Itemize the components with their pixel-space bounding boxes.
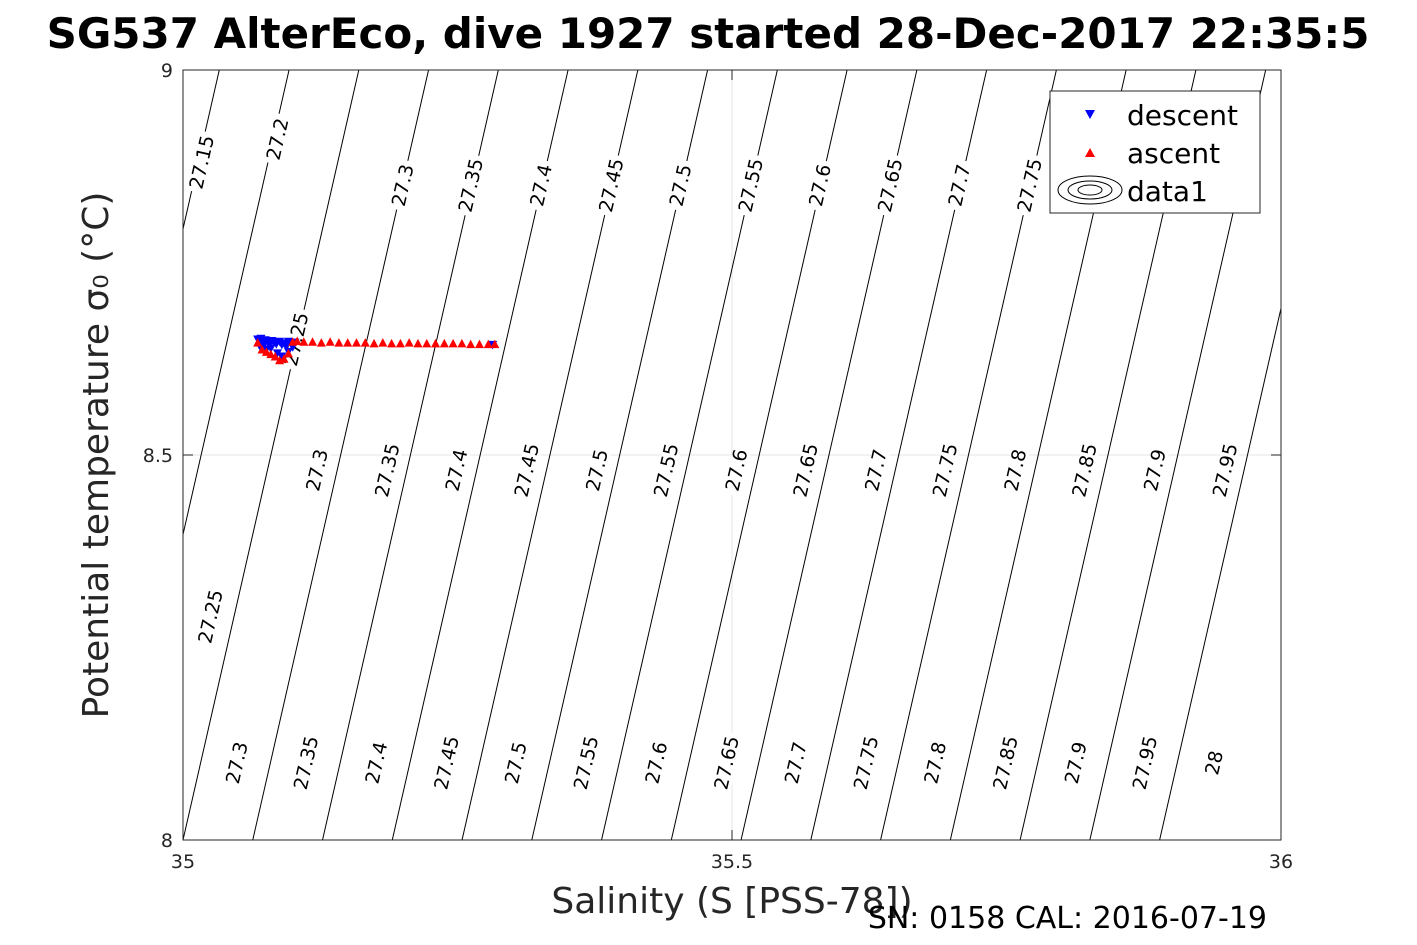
contour-label-mask bbox=[782, 736, 812, 790]
contour-label-mask bbox=[851, 731, 883, 795]
ascent-point bbox=[292, 336, 302, 346]
x-tick-label: 35 bbox=[171, 851, 195, 873]
contour-label-mask bbox=[736, 153, 768, 218]
contour-label-mask bbox=[443, 444, 472, 497]
contour-label: 28 bbox=[1201, 749, 1228, 777]
contour-label-mask bbox=[806, 159, 836, 212]
contour-label-mask bbox=[512, 438, 544, 503]
ascent-point bbox=[490, 339, 500, 349]
legend-descent-label: descent bbox=[1127, 99, 1238, 132]
contour-label-mask bbox=[651, 438, 683, 503]
contour-label-mask bbox=[946, 159, 975, 212]
ascent-point bbox=[474, 339, 484, 349]
descent-point bbox=[272, 349, 282, 358]
y-tick-label: 8.5 bbox=[143, 445, 173, 467]
ascent-point bbox=[279, 354, 289, 363]
contour-label-mask bbox=[502, 736, 532, 790]
ascent-point bbox=[369, 338, 379, 348]
contour-label-mask bbox=[303, 444, 333, 497]
contour-label-mask bbox=[667, 159, 696, 212]
ascent-point bbox=[422, 338, 432, 348]
contour-label-mask bbox=[930, 438, 962, 503]
contour-label-mask bbox=[195, 584, 228, 649]
ascent-point bbox=[360, 338, 370, 347]
ascent-point bbox=[308, 337, 318, 346]
contour-label-mask bbox=[1203, 747, 1228, 779]
contour-label-mask bbox=[363, 736, 392, 790]
serial-calibration-footer: SN: 0158 CAL: 2016-07-19 bbox=[868, 901, 1267, 936]
contour-label-mask bbox=[723, 444, 752, 497]
legend-ascent-marker bbox=[1085, 148, 1095, 157]
contour-label-mask bbox=[990, 731, 1023, 795]
ascent-point bbox=[483, 339, 493, 349]
ascent-point bbox=[457, 338, 467, 348]
contour-label-mask bbox=[642, 736, 672, 790]
ascent-point bbox=[283, 348, 293, 358]
ascent-point bbox=[343, 338, 353, 347]
isopycnal-27.3 bbox=[183, 70, 360, 840]
contour-label-mask bbox=[1015, 153, 1047, 218]
y-tick-label: 8 bbox=[161, 830, 173, 852]
contour-label-mask bbox=[223, 736, 253, 790]
legend-data1-contour-marker bbox=[1057, 175, 1123, 205]
contour-label-mask bbox=[291, 731, 323, 795]
ascent-point bbox=[395, 338, 405, 348]
x-axis-label: Salinity (S [PSS-78]) bbox=[551, 881, 912, 922]
contour-label-mask bbox=[456, 153, 488, 218]
ascent-point bbox=[378, 338, 388, 347]
ascent-point bbox=[439, 338, 449, 348]
legend-descent-marker bbox=[1085, 110, 1095, 119]
ascent-point bbox=[253, 338, 263, 347]
y-axis-label: Potential temperature σ₀ (°C) bbox=[76, 192, 117, 719]
ascent-point bbox=[316, 338, 326, 347]
contour-label-mask bbox=[1210, 438, 1242, 503]
legend-data1-label: data1 bbox=[1127, 175, 1208, 208]
contour-label-mask bbox=[389, 159, 419, 212]
ascent-point bbox=[325, 337, 335, 346]
contour-label-mask bbox=[1002, 444, 1031, 497]
contour-label-mask bbox=[187, 130, 219, 195]
contour-label-mask bbox=[791, 438, 823, 503]
ascent-point bbox=[334, 338, 344, 347]
contour-label-mask bbox=[875, 153, 907, 218]
contour-label-mask bbox=[1062, 736, 1092, 790]
ascent-point bbox=[431, 338, 441, 348]
data-series bbox=[253, 334, 500, 365]
contour-label-mask bbox=[921, 736, 951, 790]
contour-label-mask bbox=[372, 438, 404, 503]
ascent-point bbox=[404, 338, 414, 347]
isopycnal-27.25 bbox=[183, 70, 290, 537]
ascent-point bbox=[299, 337, 309, 346]
legend-box bbox=[1049, 90, 1261, 214]
contour-label-mask bbox=[571, 731, 603, 795]
ascent-point bbox=[351, 338, 361, 347]
ascent-point bbox=[387, 338, 397, 348]
ascent-point bbox=[448, 338, 458, 348]
isopycnal-27.2 bbox=[183, 70, 220, 232]
ascent-point bbox=[413, 338, 423, 348]
chart-title: SG537 AlterEco, dive 1927 started 28-Dec… bbox=[47, 9, 1370, 58]
legend: descent ascent data1 bbox=[1049, 90, 1261, 214]
contour-label-mask bbox=[1130, 731, 1162, 795]
ascent-point bbox=[270, 351, 280, 361]
contour-label-mask bbox=[264, 112, 293, 166]
contour-label-mask bbox=[1141, 444, 1171, 497]
contour-label-mask bbox=[583, 444, 613, 497]
contour-label-mask bbox=[712, 731, 744, 795]
y-tick-label: 9 bbox=[161, 60, 173, 82]
contour-label-mask bbox=[432, 731, 464, 795]
ascent-point bbox=[466, 339, 476, 349]
legend-ascent-label: ascent bbox=[1127, 137, 1220, 170]
contour-label-mask bbox=[1069, 438, 1102, 503]
x-tick-label: 35.5 bbox=[711, 851, 753, 873]
contour-label-mask bbox=[527, 159, 557, 212]
contour-label-mask bbox=[862, 444, 892, 497]
contour-label-mask bbox=[596, 153, 628, 218]
x-tick-label: 36 bbox=[1269, 851, 1293, 873]
isopycnal-28 bbox=[1159, 306, 1281, 840]
axis-ticks: 35 35.5 36 8 8.5 9 bbox=[143, 60, 1293, 873]
